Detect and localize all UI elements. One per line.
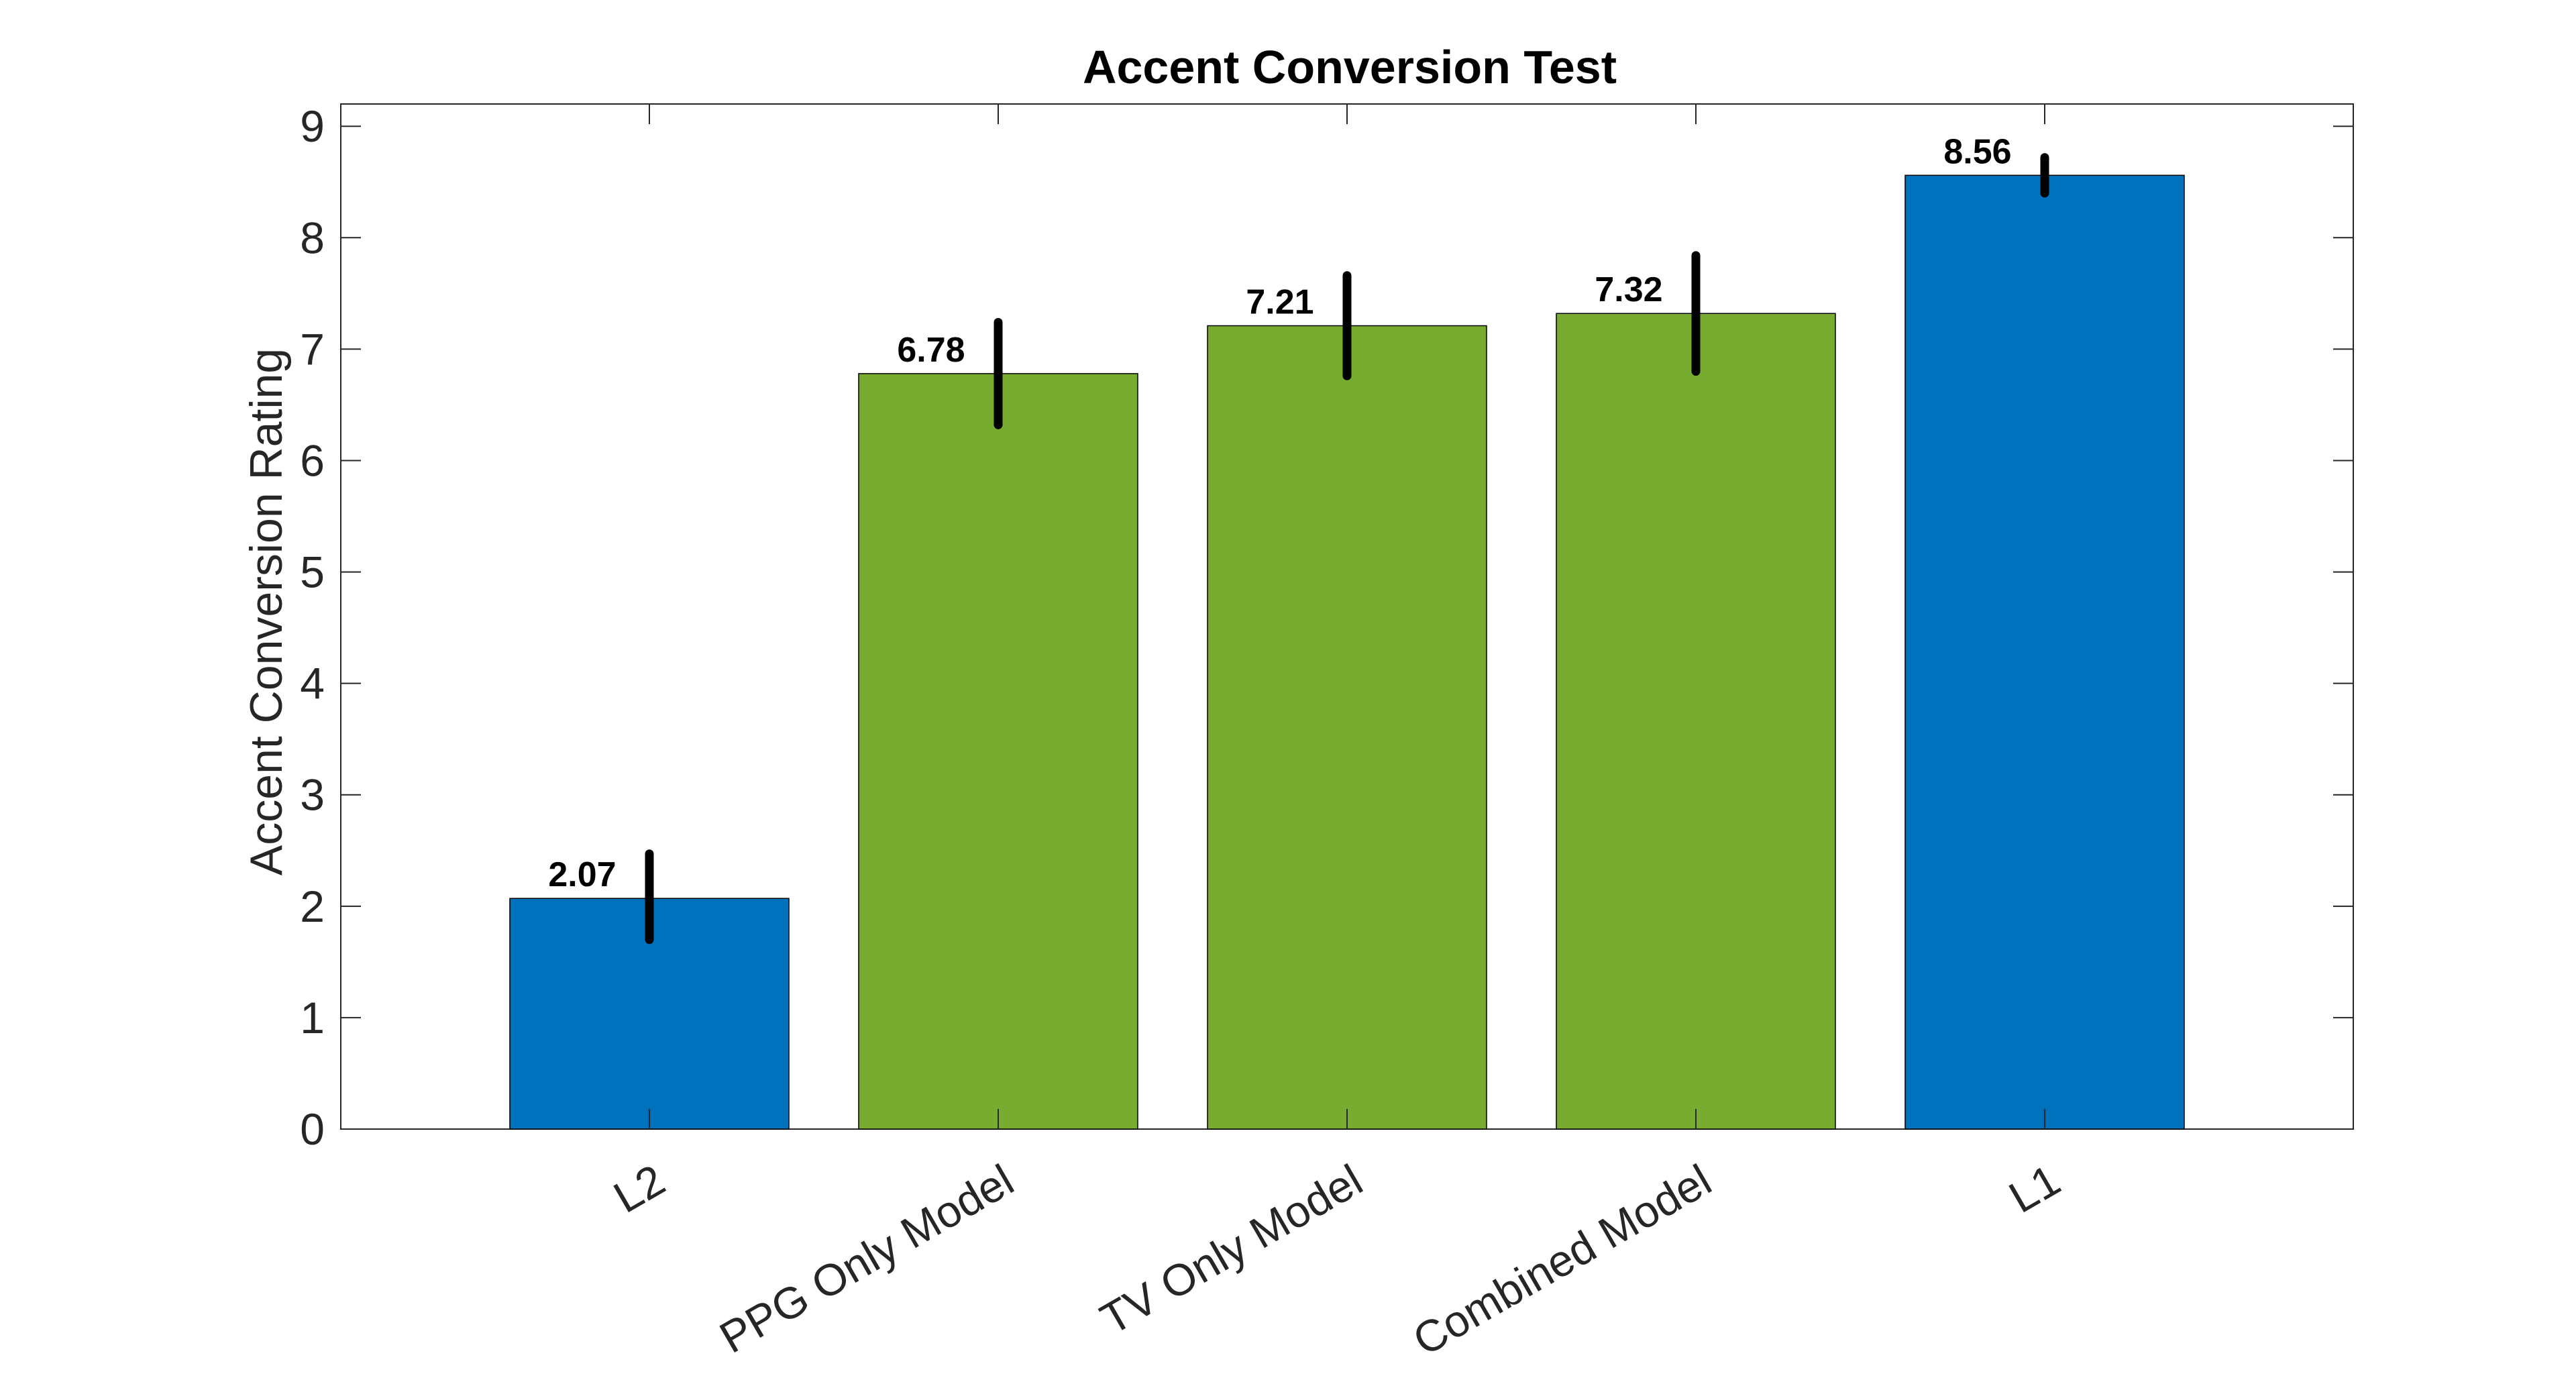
data-label-1: 2.07 bbox=[548, 855, 616, 894]
y-tick-label: 8 bbox=[300, 213, 325, 262]
y-axis-label: Accent Conversion Rating bbox=[241, 348, 292, 875]
bar-3 bbox=[1207, 325, 1487, 1130]
y-tick-label: 7 bbox=[300, 324, 325, 374]
y-tick-label: 4 bbox=[300, 659, 325, 708]
bar-2 bbox=[858, 373, 1138, 1130]
chart-title: Accent Conversion Test bbox=[1083, 41, 1617, 93]
y-tick-label: 1 bbox=[300, 993, 325, 1043]
y-tick-label: 2 bbox=[300, 882, 325, 931]
y-tick-label: 9 bbox=[300, 101, 325, 151]
bar-5 bbox=[1904, 174, 2185, 1130]
y-tick-label: 6 bbox=[300, 435, 325, 485]
y-tick-label: 3 bbox=[300, 770, 325, 820]
data-label-5: 8.56 bbox=[1943, 132, 2011, 171]
data-label-3: 7.21 bbox=[1246, 283, 1313, 322]
y-tick-label: 5 bbox=[300, 547, 325, 597]
bar-4 bbox=[1556, 313, 1836, 1130]
data-label-4: 7.32 bbox=[1595, 270, 1662, 309]
data-label-2: 6.78 bbox=[897, 331, 965, 370]
y-tick-label: 0 bbox=[300, 1104, 325, 1154]
